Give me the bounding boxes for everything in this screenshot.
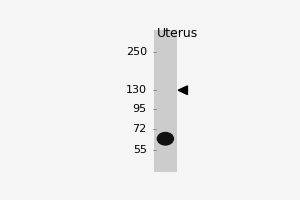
- Text: 72: 72: [133, 124, 147, 134]
- Text: 95: 95: [133, 104, 147, 114]
- Bar: [154, 30, 177, 172]
- Text: 130: 130: [126, 85, 147, 95]
- Text: 250: 250: [126, 47, 147, 57]
- Text: 55: 55: [133, 145, 147, 155]
- Text: Uterus: Uterus: [156, 27, 198, 40]
- Ellipse shape: [157, 132, 174, 146]
- Polygon shape: [178, 86, 188, 95]
